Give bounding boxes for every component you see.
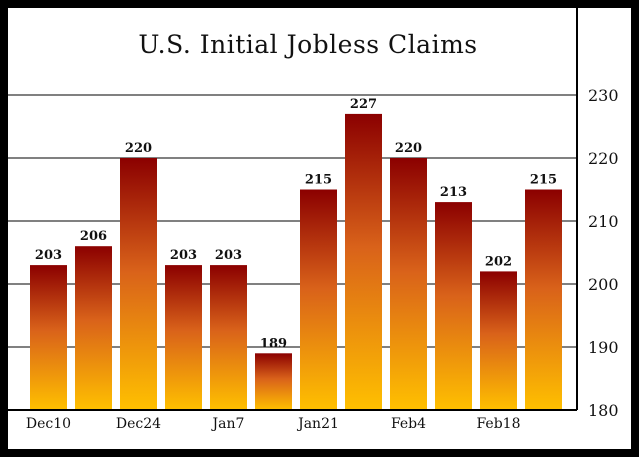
data-label: 203: [170, 248, 197, 263]
y-tick-label: 210: [588, 212, 619, 231]
data-labels: 203 206 220 203 203 189 215 227 220 213 202 215: [35, 97, 557, 351]
data-label: 203: [215, 248, 242, 263]
x-tick-label: Jan7: [211, 416, 245, 432]
data-label: 227: [350, 97, 377, 112]
y-tick-label: 200: [588, 275, 619, 294]
bar: [525, 189, 562, 410]
x-tick-label: Feb18: [476, 416, 520, 432]
bar: [255, 353, 292, 410]
data-label: 206: [80, 229, 107, 244]
y-tick-label: 190: [588, 338, 619, 357]
chart-title: U.S. Initial Jobless Claims: [138, 30, 477, 59]
bar: [480, 271, 517, 410]
x-tick-label: Jan21: [296, 416, 339, 432]
data-label: 202: [485, 254, 512, 269]
bar: [300, 189, 337, 410]
bar: [345, 113, 382, 411]
x-tick-label: Dec24: [116, 416, 161, 432]
bar-chart: 203 206 220 203 203 189 215 227 220 213 202 215 180…: [8, 8, 619, 432]
bar: [210, 265, 247, 410]
y-tick-label: 220: [588, 149, 619, 168]
data-label: 213: [440, 185, 467, 200]
bar: [390, 158, 427, 410]
x-tick-label: Dec10: [26, 416, 71, 432]
bar: [165, 265, 202, 410]
data-label: 203: [35, 248, 62, 263]
bar: [30, 265, 67, 410]
data-label: 220: [395, 141, 422, 156]
data-label: 220: [125, 141, 152, 156]
bar: [120, 158, 157, 410]
y-tick-labels: 180 190 200 210 220 230: [588, 86, 619, 420]
data-label: 215: [305, 173, 332, 188]
data-label: 215: [530, 173, 557, 188]
chart-panel: 203 206 220 203 203 189 215 227 220 213 202 215 180…: [8, 8, 631, 449]
x-tick-label: Feb4: [391, 416, 426, 432]
y-tick-label: 230: [588, 86, 619, 105]
bars: [30, 113, 562, 411]
x-tick-labels: Dec10 Dec24 Jan7 Jan21 Feb4 Feb18: [26, 416, 521, 432]
y-tick-label: 180: [588, 401, 619, 420]
data-label: 189: [260, 336, 287, 351]
axes: [8, 8, 578, 411]
bar: [75, 246, 112, 410]
bar: [435, 202, 472, 410]
